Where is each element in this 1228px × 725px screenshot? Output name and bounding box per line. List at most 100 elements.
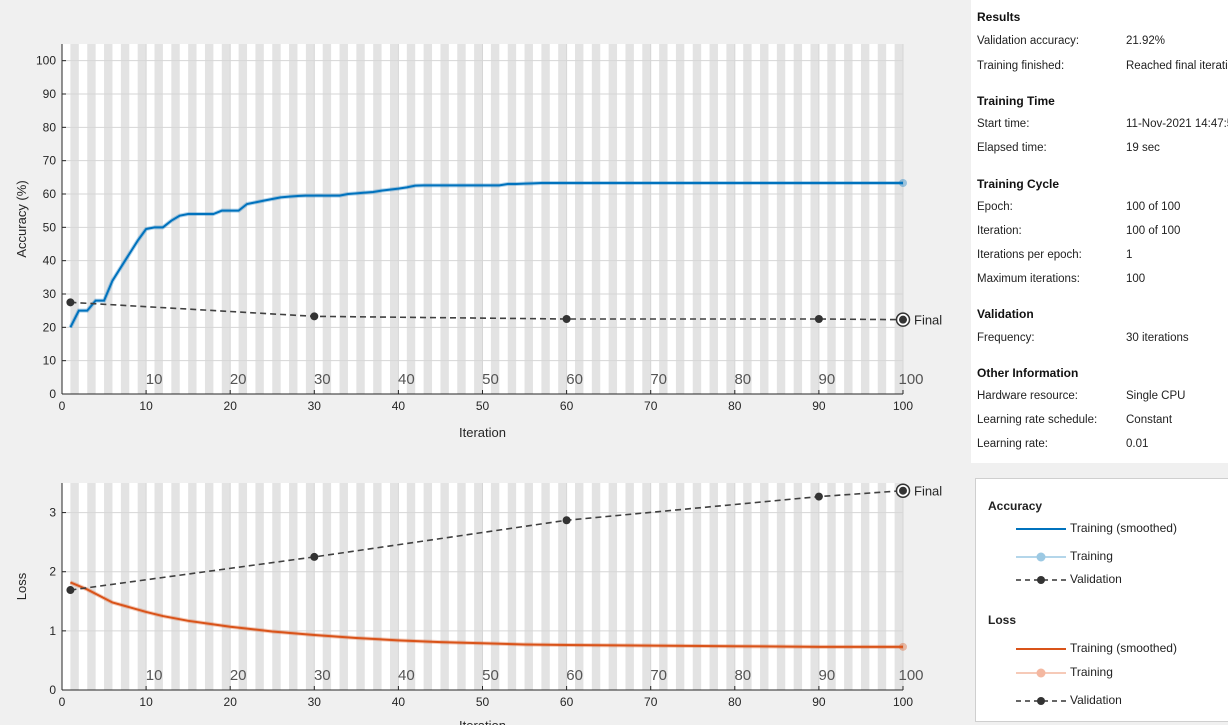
x-tick-label: 0 [59,399,66,413]
epoch-stripe [457,483,466,690]
epoch-stripe [726,483,735,690]
y-tick-label: 20 [43,320,57,334]
y-tick-label: 40 [43,254,57,268]
maximum-iterations-label: Maximum iterations: [977,273,1080,285]
epoch-label: 60 [566,371,583,388]
x-tick-label: 100 [893,695,913,709]
epoch-stripe [423,483,433,690]
hardware-resource-value: Single CPU [1126,390,1186,402]
epoch-stripe [810,483,819,690]
maximum-iterations-value: 100 [1126,273,1146,285]
legend-accuracy-title: Accuracy [988,499,1043,513]
epoch-stripe [272,44,281,394]
x-tick-label: 80 [728,695,742,709]
frequency-label: Frequency: [977,332,1035,344]
epoch-label: Epoch: [977,201,1013,213]
final-label: Final [914,484,942,499]
marker-line-icon [1016,552,1066,562]
legend-label: Validation [1070,693,1122,707]
epoch-label: 20 [230,667,247,684]
epoch-stripe [221,44,231,394]
y-tick-label: 100 [36,54,56,68]
y-tick-label: 10 [43,354,57,368]
x-tick-label: 50 [476,399,490,413]
x-tick-label: 100 [893,399,913,413]
epoch-label: 50 [482,667,499,684]
validation-heading: Validation [977,307,1034,321]
epoch-stripe [70,483,79,690]
epoch-stripe [524,483,533,690]
epoch-stripe [877,44,887,394]
validation-accuracy-label: Validation accuracy: [977,35,1080,47]
x-tick-label: 30 [308,399,322,413]
epoch-stripe [524,44,533,394]
other-information-heading: Other Information [977,366,1079,380]
epoch-stripe [474,44,483,394]
legend-label: Training (smoothed) [1070,521,1177,535]
epoch-label: 80 [734,667,751,684]
epoch-stripe [844,44,853,394]
epoch-stripe [255,483,264,690]
epoch-stripe [558,483,567,690]
validation-point [562,516,571,525]
y-tick-label: 80 [43,120,57,134]
epoch-stripe [776,483,786,690]
epoch-stripe [322,483,332,690]
training-cycle-heading: Training Cycle [977,177,1060,191]
y-tick-label: 70 [43,154,57,168]
dashed-marker-line-icon [1016,576,1066,584]
epoch-stripe [591,483,601,690]
epoch-stripe [507,483,517,690]
x-tick-label: 50 [476,695,490,709]
epoch-stripe [322,44,332,394]
epoch-stripe [860,483,870,690]
legend-label: Validation [1070,572,1122,586]
y-axis-label: Loss [14,572,29,600]
results-heading: Results [977,10,1021,24]
epoch-stripe [339,44,348,394]
epoch-stripe [120,483,130,690]
epoch-stripe [255,44,264,394]
epoch-stripe [709,483,718,690]
epoch-stripe [104,483,113,690]
epoch-stripe [305,44,315,394]
x-tick-label: 70 [644,399,658,413]
validation-point [310,312,319,321]
epoch-stripe [440,483,449,690]
epoch-stripe [238,483,248,690]
epoch-stripe [692,44,702,394]
epoch-stripe [305,483,315,690]
x-tick-label: 60 [560,695,574,709]
learning-rate-schedule-label: Learning rate schedule: [977,414,1098,426]
epoch-label: 70 [650,667,667,684]
learning-rate-schedule-value: Constant [1126,414,1173,426]
epoch-stripe [894,483,903,690]
epoch-stripe [272,483,281,690]
epoch-stripe [625,483,634,690]
y-tick-label: 1 [49,624,56,638]
epoch-stripe [675,44,685,394]
x-tick-label: 20 [224,695,238,709]
iterations-per-epoch-value: 1 [1126,249,1133,261]
epoch-stripe [104,44,113,394]
epoch-label: 40 [398,667,415,684]
y-tick-label: 0 [49,683,56,697]
training-finished-value: Reached final iteratio [1126,60,1228,72]
x-tick-label: 10 [139,399,153,413]
epoch-label: 90 [819,371,836,388]
epoch-stripe [743,483,752,690]
epoch-stripe [490,483,500,690]
legend-loss-title: Loss [988,613,1017,627]
epoch-label: 70 [650,371,667,388]
epoch-stripe [541,483,550,690]
epoch-stripe [137,44,147,394]
training-final-point [899,179,907,187]
epoch-label: 90 [819,667,836,684]
epoch-label: 80 [734,371,751,388]
epoch-stripe [204,483,214,690]
y-tick-label: 2 [49,565,56,579]
epoch-stripe [474,483,483,690]
y-tick-label: 30 [43,287,57,301]
start-time-value: 11-Nov-2021 14:47:5 [1126,118,1228,130]
legend-label: Training [1070,549,1113,563]
